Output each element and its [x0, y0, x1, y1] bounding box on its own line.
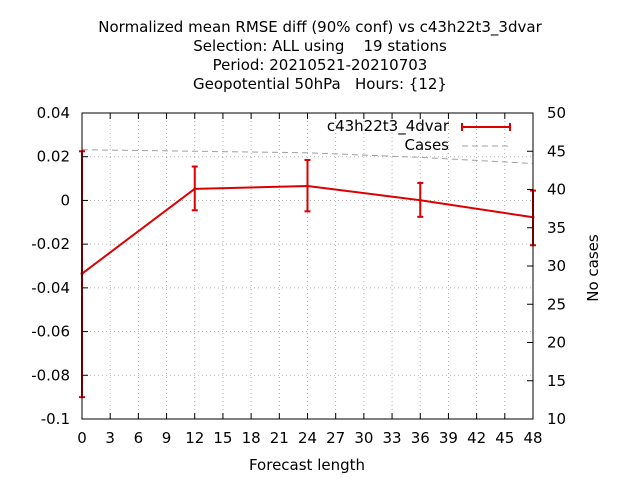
- error-bar: [191, 165, 198, 212]
- x-tick-label: 48: [523, 429, 542, 447]
- x-tick-label: 30: [354, 429, 373, 447]
- y2-tick-label: 35: [547, 219, 566, 237]
- y2-tick-label: 15: [547, 372, 566, 390]
- y-tick-label: 0: [60, 191, 70, 209]
- main-series: [79, 150, 536, 399]
- x-tick-label: 39: [439, 429, 458, 447]
- error-bar: [417, 181, 424, 218]
- axis-ticks: 0 3 6 9 12 15 18 21 24 27 30 33 36 39 42 45 480.040.020-…: [31, 104, 566, 447]
- cases-line: [81, 149, 534, 164]
- x-tick-label: 18: [242, 429, 261, 447]
- y2-tick-label: 50: [547, 104, 566, 122]
- x-tick-label: 0: [77, 429, 87, 447]
- y-tick-label: -0.1: [41, 410, 70, 428]
- y2-axis-label: No cases: [584, 234, 602, 302]
- y2-tick-label: 25: [547, 295, 566, 313]
- y-tick-label: -0.06: [31, 323, 70, 341]
- y-tick-label: -0.08: [31, 366, 70, 384]
- error-bar: [304, 158, 311, 213]
- x-tick-label: 12: [185, 429, 204, 447]
- cases-series: [81, 149, 534, 164]
- x-tick-label: 42: [467, 429, 486, 447]
- y-tick-label: 0.02: [37, 148, 70, 166]
- y-tick-label: -0.02: [31, 235, 70, 253]
- title-line-4: Geopotential 50hPa Hours: {12}: [193, 75, 447, 93]
- y2-tick-label: 40: [547, 181, 566, 199]
- x-tick-label: 45: [495, 429, 514, 447]
- grid: [82, 113, 533, 419]
- x-tick-label: 36: [411, 429, 430, 447]
- title-line-2: Selection: ALL using 19 stations: [193, 37, 447, 55]
- title-line-1: Normalized mean RMSE diff (90% conf) vs …: [98, 18, 542, 36]
- data-point: [418, 198, 422, 202]
- x-axis-label: Forecast length: [248, 456, 366, 474]
- y2-tick-label: 20: [547, 334, 566, 352]
- x-tick-label: 3: [105, 429, 115, 447]
- y2-tick-label: 45: [547, 142, 566, 160]
- legend: [461, 123, 511, 147]
- legend-label-cases: Cases: [404, 136, 449, 154]
- x-tick-label: 21: [270, 429, 289, 447]
- y-tick-label: -0.04: [31, 279, 70, 297]
- x-tick-label: 9: [162, 429, 172, 447]
- title-line-3: Period: 20210521-20210703: [212, 56, 428, 74]
- x-tick-label: 15: [213, 429, 232, 447]
- x-tick-label: 33: [383, 429, 402, 447]
- x-tick-label: 6: [134, 429, 144, 447]
- x-tick-label: 24: [298, 429, 317, 447]
- legend-label-main: c43h22t3_4dvar: [326, 117, 449, 135]
- y2-tick-label: 10: [547, 410, 566, 428]
- data-point: [306, 184, 309, 188]
- y2-tick-label: 30: [547, 257, 566, 275]
- x-tick-label: 27: [326, 429, 345, 447]
- data-point: [193, 187, 197, 191]
- y-tick-label: 0.04: [37, 104, 70, 122]
